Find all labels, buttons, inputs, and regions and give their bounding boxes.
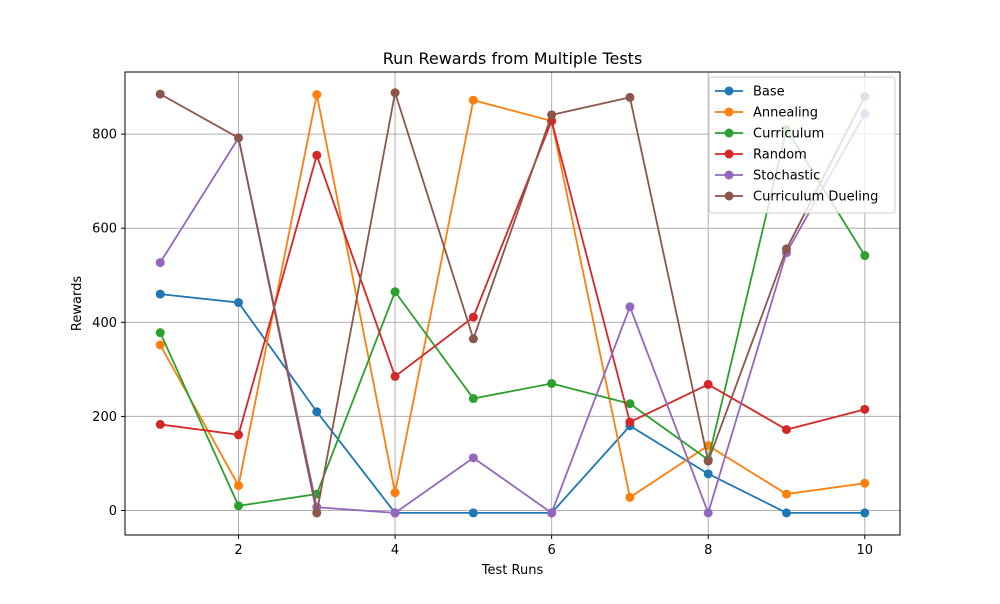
legend-label: Curriculum Dueling	[753, 190, 878, 205]
x-axis-title: Test Runs	[481, 563, 544, 578]
data-point-curriculum-dueling	[234, 133, 244, 143]
data-point-curriculum	[547, 378, 557, 388]
y-tick-label: 200	[92, 410, 117, 425]
data-point-annealing	[155, 340, 165, 350]
data-point-curriculum-dueling	[155, 89, 165, 99]
x-tick-label: 6	[548, 543, 556, 558]
legend-label: Stochastic	[753, 169, 820, 184]
data-point-base	[781, 508, 791, 518]
data-point-random	[781, 425, 791, 435]
data-point-stochastic	[625, 302, 635, 312]
data-point-curriculum-dueling	[781, 244, 791, 254]
legend-marker	[724, 86, 734, 96]
data-point-stochastic	[155, 258, 165, 268]
legend-marker	[724, 170, 734, 180]
y-tick-label: 600	[92, 222, 117, 237]
data-point-base	[155, 289, 165, 299]
data-point-random	[703, 379, 713, 389]
data-point-curriculum-dueling	[468, 334, 478, 344]
data-point-random	[312, 150, 322, 160]
data-point-random	[625, 417, 635, 427]
data-point-annealing	[781, 489, 791, 499]
data-point-annealing	[468, 95, 478, 105]
data-point-stochastic	[390, 508, 400, 518]
y-tick-label: 400	[92, 316, 117, 331]
legend-marker	[724, 191, 734, 201]
data-point-curriculum-dueling	[703, 456, 713, 466]
series-line-curriculum-dueling	[159, 91, 866, 514]
data-point-base	[468, 508, 478, 518]
data-point-annealing	[625, 492, 635, 502]
legend-item: Stochastic	[715, 169, 820, 184]
legend-label: Random	[753, 148, 807, 163]
x-tick-label: 10	[856, 543, 873, 558]
x-tick-label: 8	[704, 543, 712, 558]
legend-item: Random	[715, 148, 807, 163]
data-point-annealing	[234, 481, 244, 491]
data-point-annealing	[390, 488, 400, 498]
x-tick-label: 2	[234, 543, 242, 558]
series-layer	[155, 88, 870, 518]
data-point-base	[312, 407, 322, 417]
chart-title: Run Rewards from Multiple Tests	[383, 49, 643, 68]
data-point-random	[468, 312, 478, 322]
data-point-random	[390, 371, 400, 381]
legend-item: Base	[715, 85, 785, 100]
data-point-curriculum	[860, 251, 870, 261]
series-line-base	[160, 293, 865, 514]
data-point-curriculum-dueling	[390, 88, 400, 98]
legend-item: Curriculum	[715, 127, 824, 142]
legend-item: Curriculum Dueling	[715, 190, 878, 205]
y-axis-title: Rewards	[70, 276, 85, 331]
y-tick-label: 800	[92, 128, 117, 143]
data-point-stochastic	[703, 508, 713, 518]
legend-item: Annealing	[715, 106, 818, 121]
series-line-random	[160, 120, 865, 436]
legend-label: Base	[753, 85, 785, 100]
series-curriculum-dueling	[155, 88, 870, 518]
data-point-annealing	[860, 478, 870, 488]
data-point-random	[860, 404, 870, 414]
series-random	[155, 116, 870, 440]
y-tick-label: 0	[109, 504, 117, 519]
data-point-curriculum-dueling	[312, 508, 322, 518]
plot-frame	[124, 71, 901, 536]
legend-marker	[724, 128, 734, 138]
legend-marker	[724, 107, 734, 117]
legend-frame	[708, 76, 896, 214]
series-base	[155, 289, 870, 518]
data-point-base	[234, 298, 244, 308]
legend: Base Annealing Curriculum Random Stochastic C…	[708, 76, 896, 214]
data-point-curriculum-dueling	[547, 110, 557, 120]
data-point-stochastic	[547, 508, 557, 518]
legend-label: Annealing	[753, 106, 818, 121]
data-point-stochastic	[468, 453, 478, 463]
data-point-curriculum-dueling	[625, 92, 635, 102]
data-point-curriculum	[155, 328, 165, 338]
data-point-curriculum	[468, 394, 478, 404]
data-point-random	[155, 419, 165, 429]
data-point-curriculum	[234, 501, 244, 511]
x-tick-label: 4	[391, 543, 399, 558]
data-point-base	[860, 508, 870, 518]
data-point-curriculum	[625, 399, 635, 409]
axis-ticks: 2 4 6 8 10 0 200 400 600 800	[92, 128, 873, 558]
series-line-curriculum	[159, 128, 866, 507]
data-point-annealing	[312, 90, 322, 100]
series-line-annealing	[159, 93, 865, 499]
legend-marker	[724, 149, 734, 159]
legend-label: Curriculum	[753, 127, 824, 142]
data-point-base	[703, 469, 713, 479]
data-point-random	[234, 430, 244, 440]
data-point-curriculum	[390, 287, 400, 297]
